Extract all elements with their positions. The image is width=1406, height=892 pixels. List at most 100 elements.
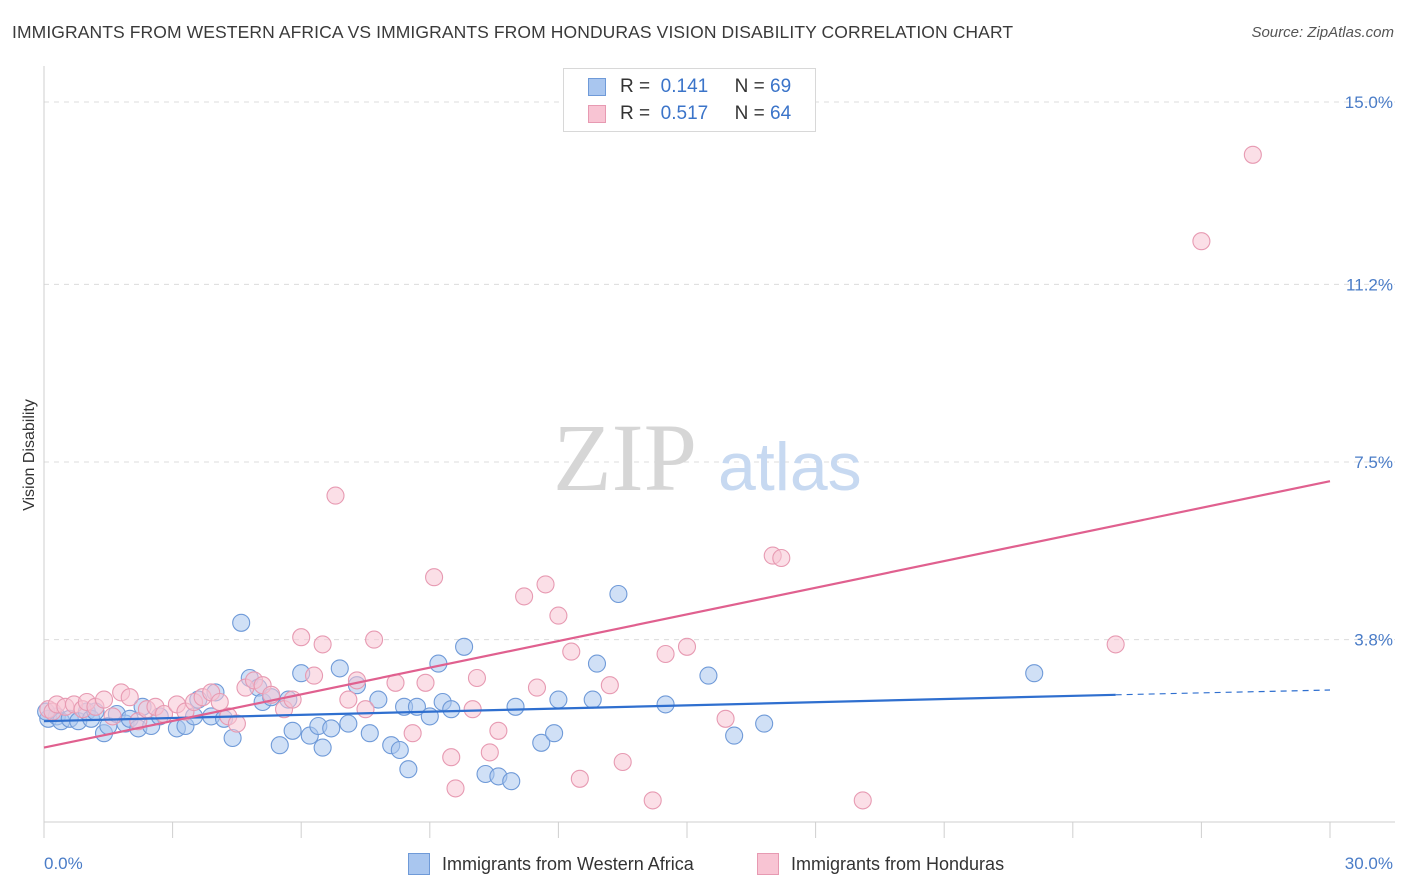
watermark-zip: ZIP — [553, 404, 697, 511]
point-honduras — [677, 637, 697, 656]
bottom-legend-swatch-blue — [408, 853, 430, 875]
trend-line-honduras — [43, 480, 1331, 749]
point-western-africa — [725, 726, 744, 745]
point-western-africa — [339, 714, 358, 733]
tick-labels: 3.8% 7.5% 11.2% 15.0% 0.0% 30.0% — [44, 93, 1393, 873]
x-tick-label: 30.0% — [1345, 854, 1393, 873]
point-honduras — [549, 606, 568, 625]
point-western-africa — [755, 714, 774, 733]
bottom-legend-label: Immigrants from Honduras — [791, 853, 1005, 874]
point-honduras — [772, 548, 791, 568]
axes — [43, 66, 1395, 838]
point-honduras — [347, 671, 366, 690]
point-western-africa — [360, 724, 379, 743]
point-western-africa — [390, 740, 409, 760]
point-western-africa — [399, 760, 418, 779]
point-western-africa — [232, 613, 251, 632]
legend-swatch-blue — [588, 78, 606, 96]
point-western-africa — [656, 695, 675, 714]
point-western-africa — [545, 724, 564, 743]
point-western-africa — [609, 584, 628, 604]
point-honduras — [536, 575, 555, 594]
point-western-africa — [587, 654, 607, 673]
y-tick-label: 11.2% — [1346, 275, 1393, 294]
bottom-legend-swatch-pink — [757, 853, 779, 875]
point-western-africa — [455, 637, 474, 656]
point-honduras — [365, 630, 384, 649]
trend-line-western-africa-extension — [1115, 689, 1331, 696]
point-honduras — [94, 690, 114, 709]
point-honduras — [305, 666, 324, 685]
point-honduras — [442, 748, 461, 767]
bottom-legend-label: Immigrants from Western Africa — [442, 853, 694, 874]
bottom-legend-honduras: Immigrants from Honduras — [757, 852, 1004, 876]
point-western-africa — [442, 700, 461, 719]
point-western-africa — [270, 736, 289, 755]
point-honduras — [120, 688, 139, 707]
legend-r-label: R = — [620, 76, 651, 97]
point-honduras — [716, 709, 735, 728]
source-label: Source: ZipAtlas.com — [1251, 24, 1394, 41]
point-western-africa — [699, 666, 718, 685]
y-tick-label: 7.5% — [1354, 453, 1393, 472]
point-honduras — [570, 769, 589, 788]
legend-r-label: R = — [620, 103, 651, 124]
point-honduras — [853, 791, 872, 810]
point-honduras — [656, 644, 675, 664]
point-honduras — [403, 724, 422, 743]
point-honduras — [562, 642, 581, 661]
point-western-africa — [532, 733, 551, 752]
point-honduras — [416, 673, 435, 692]
point-honduras — [489, 721, 508, 740]
point-honduras — [515, 587, 534, 606]
point-honduras — [1243, 145, 1262, 164]
legend-swatch-pink — [588, 105, 606, 123]
point-western-africa — [330, 659, 349, 678]
point-western-africa — [549, 690, 568, 709]
legend-n-value: 69 — [770, 76, 792, 97]
point-honduras — [1192, 232, 1211, 251]
point-honduras — [643, 791, 662, 810]
point-honduras — [1106, 635, 1125, 654]
gridlines — [44, 101, 1395, 641]
point-western-africa — [313, 738, 332, 757]
point-honduras — [467, 668, 487, 688]
trend-lines — [43, 480, 1331, 749]
trend-line-western-africa — [43, 693, 1116, 723]
legend-r-value: 0.517 — [660, 103, 709, 124]
data-points — [37, 145, 1262, 810]
point-honduras — [339, 690, 358, 709]
point-honduras — [292, 628, 311, 647]
legend-n-value: 64 — [770, 103, 792, 124]
point-western-africa — [502, 772, 521, 791]
point-western-africa — [506, 697, 525, 716]
point-honduras — [103, 707, 122, 726]
point-honduras — [600, 676, 619, 695]
y-tick-label: 3.8% — [1354, 631, 1393, 650]
point-honduras — [480, 743, 499, 762]
point-honduras — [463, 700, 482, 719]
point-western-africa — [369, 690, 388, 709]
point-honduras — [425, 568, 444, 587]
point-honduras — [326, 486, 345, 505]
point-western-africa — [583, 690, 602, 709]
chart-title: IMMIGRANTS FROM WESTERN AFRICA VS IMMIGR… — [12, 22, 1014, 42]
legend-row-honduras: R = 0.517 N = 64 — [588, 103, 791, 125]
point-honduras — [527, 678, 547, 697]
point-honduras — [446, 779, 465, 798]
legend: R = 0.141 N = 69 R = 0.517 N = 64 — [563, 68, 816, 132]
point-honduras — [356, 700, 375, 719]
bottom-legend-western-africa: Immigrants from Western Africa — [408, 852, 694, 876]
point-western-africa — [322, 719, 341, 738]
legend-row-western-africa: R = 0.141 N = 69 — [588, 76, 791, 98]
legend-n-label: N = — [734, 103, 765, 124]
point-western-africa — [283, 721, 302, 740]
legend-n-label: N = — [734, 76, 765, 97]
point-honduras — [613, 752, 632, 772]
x-tick-label: 0.0% — [44, 854, 83, 873]
point-honduras — [283, 690, 302, 709]
y-tick-label: 15.0% — [1345, 93, 1393, 112]
point-honduras — [227, 714, 246, 733]
y-axis-label: Vision Disability — [21, 399, 38, 511]
